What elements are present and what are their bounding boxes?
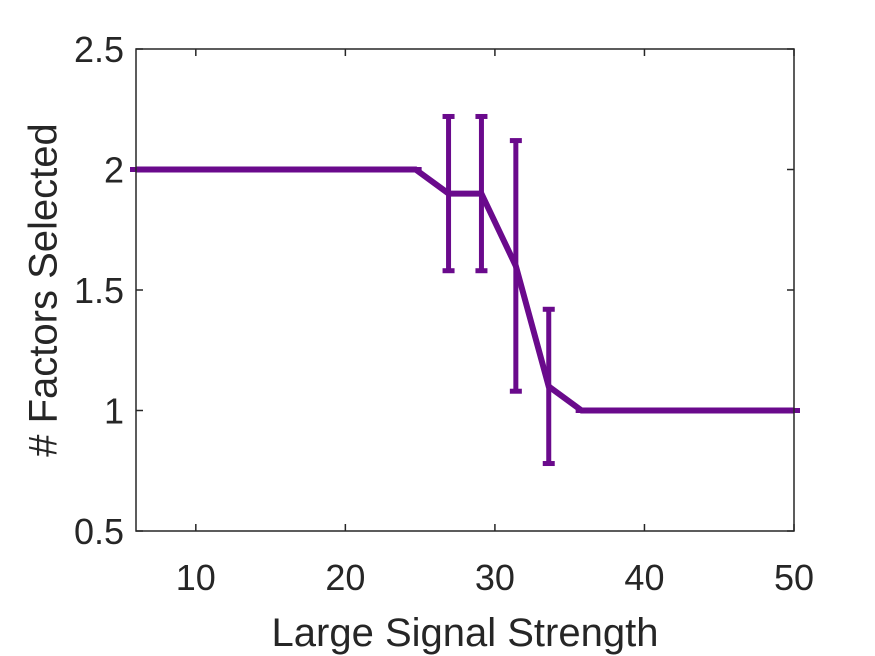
x-tick-label: 10 — [176, 557, 216, 598]
y-axis-ticks: 0.5 1 1.5 2 2.5 — [74, 29, 794, 552]
x-axis-label: Large Signal Strength — [272, 611, 659, 655]
y-tick-label: 1 — [104, 391, 124, 432]
y-tick-label: 1.5 — [74, 270, 124, 311]
series-layer — [130, 113, 800, 467]
x-tick-label: 50 — [774, 557, 814, 598]
x-tick-label: 40 — [624, 557, 664, 598]
y-axis-label: # Factors Selected — [22, 123, 66, 457]
plot-area-frame — [135, 48, 795, 532]
x-axis-ticks: 10 20 30 40 50 — [176, 49, 814, 598]
series-line — [136, 166, 794, 414]
y-tick-label: 2 — [104, 150, 124, 191]
x-tick-label: 20 — [325, 557, 365, 598]
y-tick-label: 2.5 — [74, 29, 124, 70]
x-tick-label: 30 — [475, 557, 515, 598]
y-tick-label: 0.5 — [74, 511, 124, 552]
